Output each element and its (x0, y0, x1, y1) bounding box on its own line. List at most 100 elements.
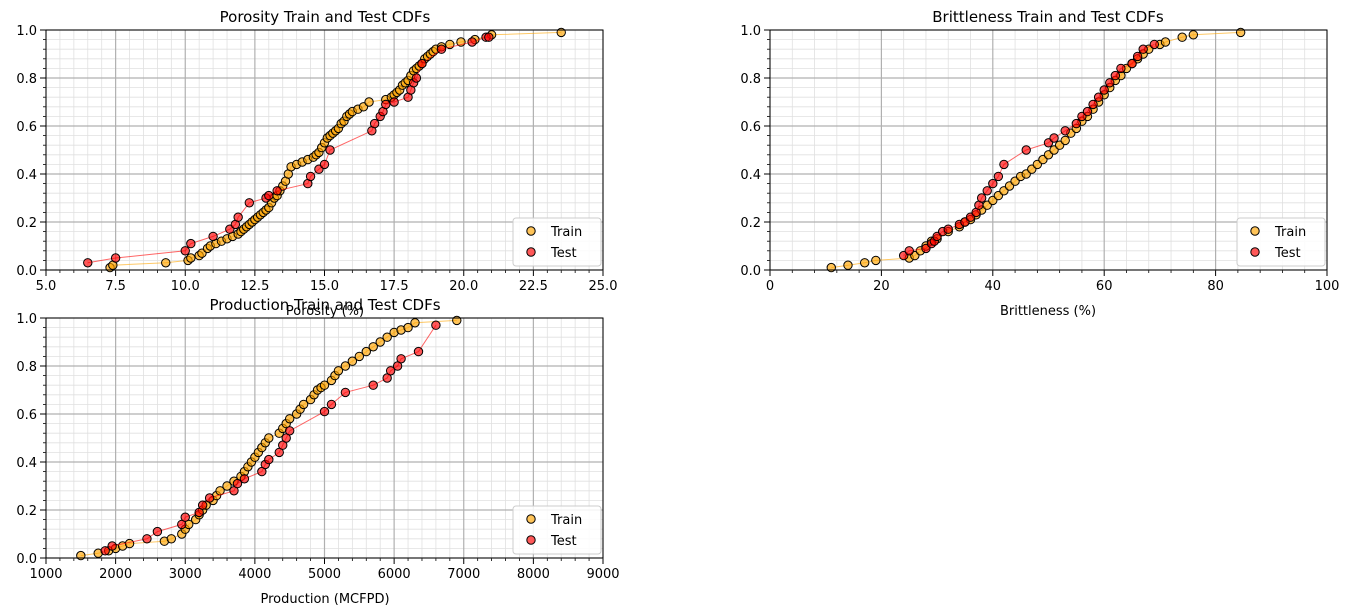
x-tick-label: 5000 (308, 567, 341, 582)
test-point (976, 193, 987, 203)
test-point (1093, 92, 1104, 102)
legend-label-test: Test (550, 246, 577, 261)
x-axis-label: Production (MCFPD) (260, 592, 389, 607)
y-tick-label: 0.0 (16, 552, 37, 567)
test-point (1127, 58, 1137, 69)
train-point (319, 380, 330, 390)
train-point (1160, 37, 1171, 47)
legend-label-test: Test (1274, 246, 1301, 261)
y-tick-label: 0.8 (16, 72, 37, 87)
test-point (1060, 126, 1070, 136)
x-tick-label: 40 (985, 279, 1002, 294)
test-point (1071, 118, 1082, 129)
test-point (1110, 70, 1121, 81)
y-tick-label: 1.0 (16, 24, 37, 39)
x-tick-label: 5.0 (36, 279, 57, 294)
train-point (222, 481, 232, 491)
x-tick-label: 17.5 (380, 279, 409, 294)
test-point (1021, 145, 1031, 155)
train-point (298, 399, 309, 410)
y-tick-label: 1.0 (740, 24, 761, 39)
train-point (124, 538, 135, 549)
test-point (83, 258, 93, 268)
legend: Train Test (1236, 217, 1326, 267)
test-point (1138, 44, 1148, 54)
y-tick-label: 0.2 (16, 504, 37, 519)
x-tick-label: 20 (873, 279, 890, 294)
y-tick-label: 0.6 (16, 408, 37, 423)
test-point (431, 320, 441, 330)
train-point (340, 361, 351, 371)
y-tick-label: 0.6 (740, 120, 761, 135)
train-point (166, 534, 177, 544)
production-cdf-plot: 1000 2000 3000 4000 5000 6000 7000 8000 9000 0.0 0… (16, 296, 619, 607)
test-point (943, 224, 953, 234)
x-tick-label: 10.0 (171, 279, 200, 294)
train-point (859, 258, 870, 268)
test-point (1099, 85, 1109, 95)
train-point (1235, 27, 1246, 38)
test-point (208, 231, 218, 242)
test-point (305, 171, 316, 182)
test-point (232, 478, 243, 489)
x-tick-label: 7000 (447, 567, 480, 582)
test-point (319, 159, 330, 170)
x-tick-label: 12.5 (240, 279, 269, 294)
train-point (452, 315, 462, 326)
test-point (484, 32, 494, 42)
y-tick-label: 0.0 (740, 264, 761, 279)
test-point (244, 198, 255, 208)
test-point (326, 399, 337, 410)
legend: Train Test (512, 217, 602, 267)
test-point (264, 454, 274, 465)
test-point (197, 500, 208, 510)
brittleness-cdf-plot: 0 20 40 60 80 100 0.0 0.2 0.4 0.6 0.8 1.0 Train Test B… (740, 8, 1339, 319)
test-point (284, 426, 295, 436)
y-tick-label: 0.8 (16, 360, 37, 375)
chart-title: Production Train and Test CDFs (209, 296, 440, 314)
x-tick-label: 9000 (586, 567, 619, 582)
test-point (1082, 106, 1093, 117)
test-point (142, 534, 152, 544)
test-point (110, 253, 121, 263)
test-point (381, 99, 391, 110)
legend-marker-train (1250, 226, 1260, 236)
train-point (375, 337, 385, 347)
test-point (100, 546, 110, 556)
test-point (239, 474, 250, 484)
test-point (186, 238, 196, 249)
train-point (1177, 32, 1187, 42)
test-point (233, 212, 243, 222)
y-tick-label: 0.4 (740, 168, 761, 183)
test-point (319, 406, 330, 417)
test-point (396, 354, 406, 364)
legend-label-train: Train (550, 225, 582, 240)
test-point (1116, 63, 1126, 74)
legend-marker-test (526, 535, 536, 545)
test-point (325, 145, 335, 155)
y-tick-label: 0.6 (16, 120, 37, 135)
x-tick-label: 3000 (169, 567, 202, 582)
chart-title: Brittleness Train and Test CDFs (932, 8, 1164, 26)
x-tick-label: 6000 (378, 567, 411, 582)
train-point (347, 356, 358, 366)
test-point (368, 380, 378, 390)
legend-marker-test (1250, 247, 1260, 257)
test-point (904, 246, 914, 256)
test-point (436, 44, 447, 54)
train-point (161, 258, 171, 268)
y-tick-label: 0.8 (740, 72, 761, 87)
test-point (1049, 133, 1059, 143)
test-point (1105, 78, 1115, 88)
legend-label-train: Train (1274, 225, 1306, 240)
test-point (1088, 99, 1098, 110)
x-tick-label: 60 (1096, 279, 1113, 294)
test-point (204, 493, 215, 503)
test-point (467, 37, 477, 47)
train-point (354, 351, 365, 362)
train-point (382, 332, 392, 342)
train-point (361, 346, 371, 357)
legend-marker-test (526, 247, 536, 257)
x-tick-label: 15.0 (310, 279, 339, 294)
